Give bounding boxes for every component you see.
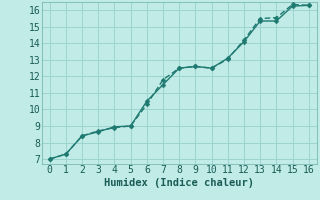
- X-axis label: Humidex (Indice chaleur): Humidex (Indice chaleur): [104, 178, 254, 188]
